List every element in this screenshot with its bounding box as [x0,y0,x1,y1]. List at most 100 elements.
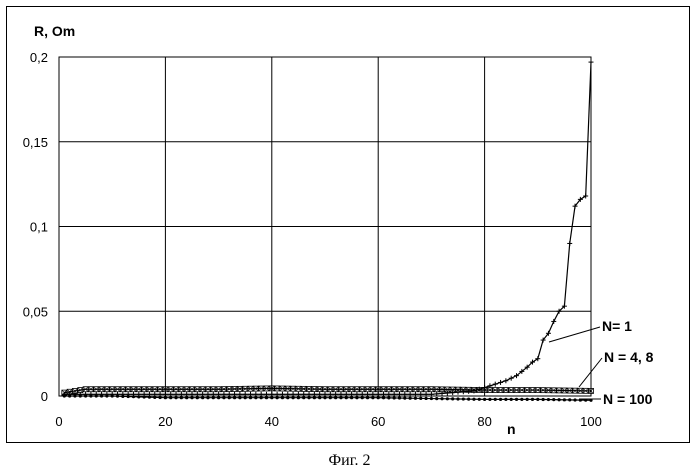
data-point [249,396,252,399]
data-point [73,394,76,397]
data-point [542,398,545,401]
data-point [169,396,172,399]
data-point [297,396,300,399]
data-point [180,396,183,399]
data-point [217,396,220,399]
data-point [398,396,401,399]
y-tick-label: 0,15 [23,135,48,150]
data-point [68,394,71,397]
data-point [291,396,294,399]
data-point [323,396,326,399]
data-point [196,396,199,399]
data-point [121,395,124,398]
data-point [276,396,279,399]
data-point [212,396,215,399]
data-point [361,396,364,399]
data-point [270,396,273,399]
y-axis-title: R, Om [34,23,75,39]
data-point [573,398,576,401]
data-point [313,396,316,399]
data-point [318,396,321,399]
y-tick-label: 0,2 [30,50,48,65]
data-point [185,396,188,399]
legend-label: N = 4, 8 [604,349,654,365]
data-point [393,396,396,399]
data-point [137,395,140,398]
data-point [254,396,257,399]
chart-svg: 02040608010000,050,10,150,2 N= 1N = 4, 8… [0,0,699,450]
data-point [510,398,513,401]
data-point [329,396,332,399]
data-point [116,395,119,398]
data-point [366,396,369,399]
data-point [531,398,534,401]
data-point [148,396,151,399]
data-point [84,394,87,397]
data-point [111,394,114,397]
data-point [499,398,502,401]
data-point [424,397,427,400]
data-point [350,396,353,399]
data-point [238,396,241,399]
data-point [472,398,475,401]
data-point [547,398,550,401]
data-point [483,398,486,401]
data-point [79,394,82,397]
x-tick-label: 20 [158,414,172,429]
data-point [206,396,209,399]
data-point [233,396,236,399]
data-point [132,395,135,398]
data-point [244,396,247,399]
data-point [536,398,539,401]
data-point [387,396,390,399]
y-tick-label: 0,05 [23,304,48,319]
data-point [557,398,560,401]
data-point [190,396,193,399]
data-point [403,397,406,400]
data-point [377,396,380,399]
data-point [419,397,422,400]
data-point [63,394,66,397]
data-point [286,396,289,399]
data-point [153,396,156,399]
data-point [563,398,566,401]
data-point [568,398,571,401]
data-point [265,396,268,399]
y-tick-label: 0,1 [30,220,48,235]
legend-label: N= 1 [602,318,632,334]
data-point [440,397,443,400]
data-point [302,396,305,399]
data-point [515,398,518,401]
x-tick-label: 60 [371,414,385,429]
data-point [446,397,449,400]
data-point [164,396,167,399]
data-point [334,396,337,399]
data-point [478,398,481,401]
x-tick-label: 80 [477,414,491,429]
data-point [228,396,231,399]
data-point [158,396,161,399]
data-point [345,396,348,399]
data-point [435,397,438,400]
data-point [339,396,342,399]
y-tick-label: 0 [41,389,48,404]
data-point [488,398,491,401]
data-point [430,397,433,400]
data-point [526,398,529,401]
data-point [409,397,412,400]
data-point [260,396,263,399]
data-point [201,396,204,399]
data-point [355,396,358,399]
data-point [105,394,108,397]
x-tick-label: 40 [265,414,279,429]
data-point [371,396,374,399]
data-point [456,397,459,400]
x-tick-label: 0 [55,414,62,429]
data-point [494,398,497,401]
legend-label: N = 100 [603,391,653,407]
data-point [467,398,470,401]
data-point [143,395,146,398]
data-point [451,397,454,400]
figure-caption: Фиг. 2 [0,452,699,470]
data-point [552,398,555,401]
